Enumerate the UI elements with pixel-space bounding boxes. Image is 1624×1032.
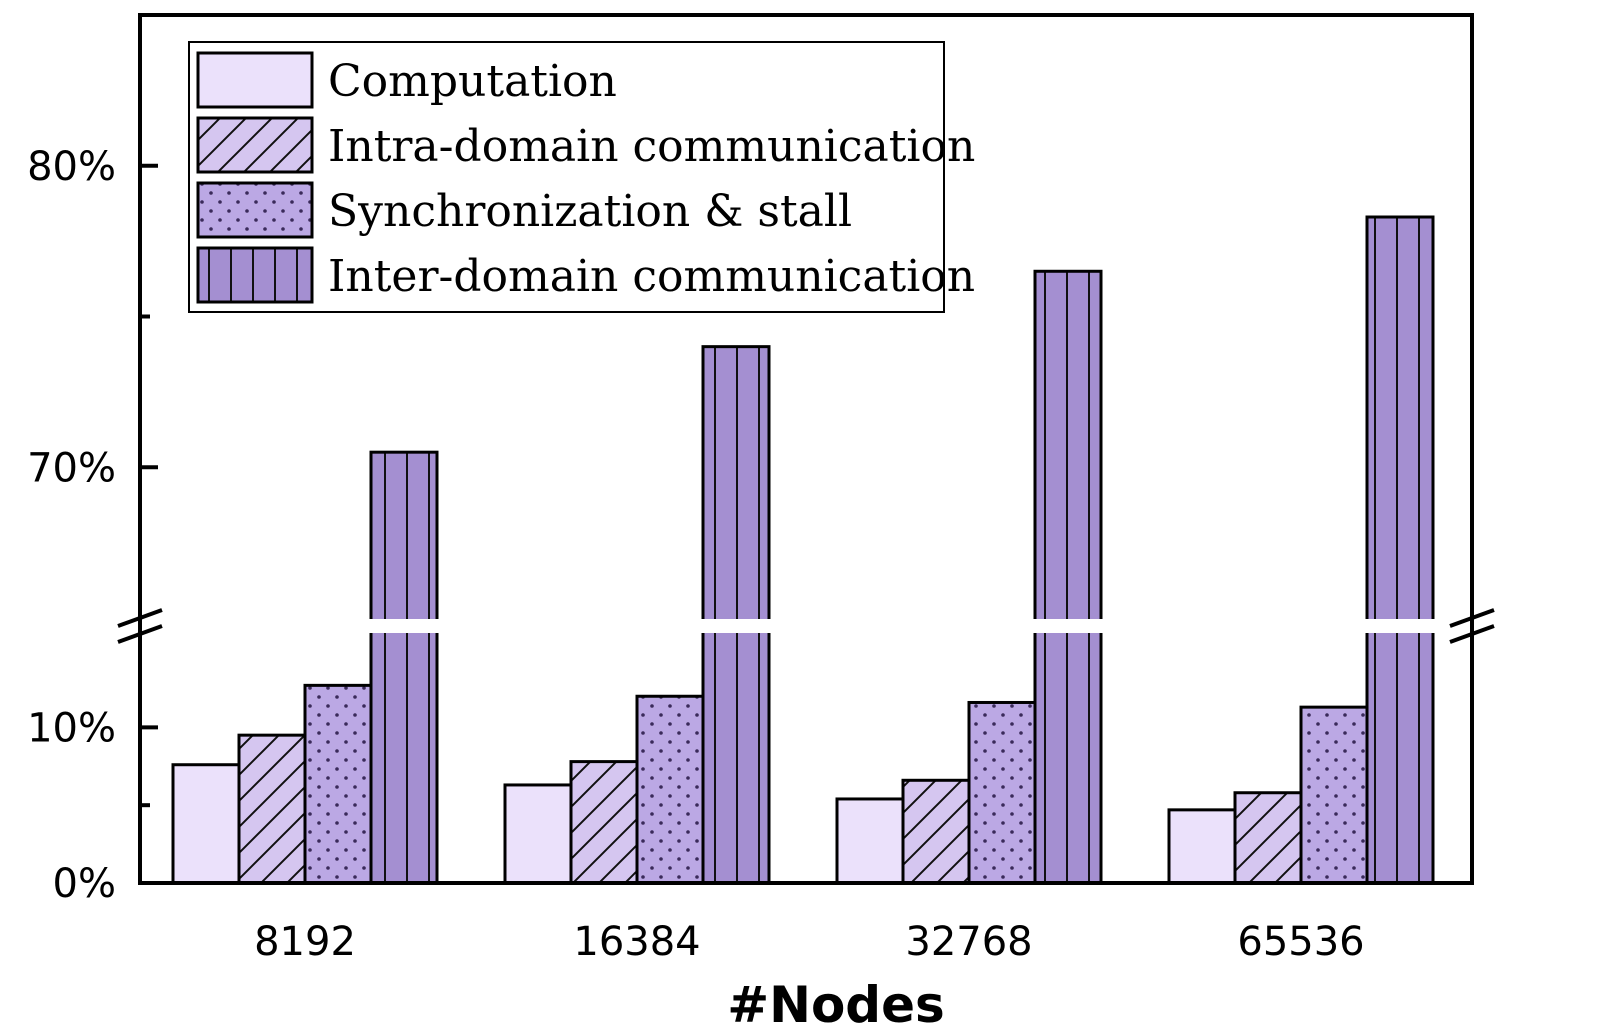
y-tick-label: 10% (27, 705, 116, 751)
bar-computation-16384 (503, 783, 573, 885)
bar-computation-8192 (171, 763, 241, 885)
bar-synchronization-stall-65536 (1299, 705, 1369, 885)
x-tick-label: 32768 (905, 919, 1032, 965)
y-tick-label: 0% (53, 861, 116, 907)
bar-intra-domain-communication-65536 (1233, 791, 1303, 885)
bar-computation-32768 (835, 797, 905, 885)
x-tick-label: 8192 (254, 919, 356, 965)
bar-intra-domain-communication-16384 (569, 760, 639, 885)
legend-label: Computation (328, 56, 617, 107)
legend-item-synchronization-stall: Synchronization & stall (196, 181, 852, 239)
legend-label: Inter-domain communication (328, 251, 975, 302)
bar-synchronization-stall-8192 (303, 683, 373, 885)
bar-inter-domain-communication-8192 (369, 450, 439, 885)
x-tick-label: 65536 (1237, 919, 1364, 965)
axis-break (143, 619, 1469, 633)
legend-label: Synchronization & stall (328, 186, 852, 237)
legend-item-inter-domain-communication: Inter-domain communication (196, 246, 975, 304)
legend-label: Intra-domain communication (328, 121, 975, 172)
plot-frame (138, 13, 1474, 885)
bar-computation-65536 (1167, 808, 1237, 885)
bar-inter-domain-communication-32768 (1033, 269, 1103, 885)
x-tick-label: 16384 (573, 919, 700, 965)
x-axis-title: #Nodes (727, 976, 945, 1032)
bar-synchronization-stall-16384 (635, 694, 705, 885)
bar-inter-domain-communication-65536 (1365, 215, 1435, 885)
bar-inter-domain-communication-16384 (701, 345, 771, 885)
bar-synchronization-stall-32768 (967, 700, 1037, 885)
y-tick-label: 70% (27, 445, 116, 491)
bar-intra-domain-communication-8192 (237, 733, 307, 885)
legend-item-computation: Computation (196, 51, 617, 109)
y-tick-label: 80% (27, 144, 116, 190)
legend: Computation Intra-domain communication Syn… (188, 41, 975, 313)
bar-intra-domain-communication-32768 (901, 778, 971, 885)
legend-item-intra-domain-communication: Intra-domain communication (196, 116, 975, 174)
